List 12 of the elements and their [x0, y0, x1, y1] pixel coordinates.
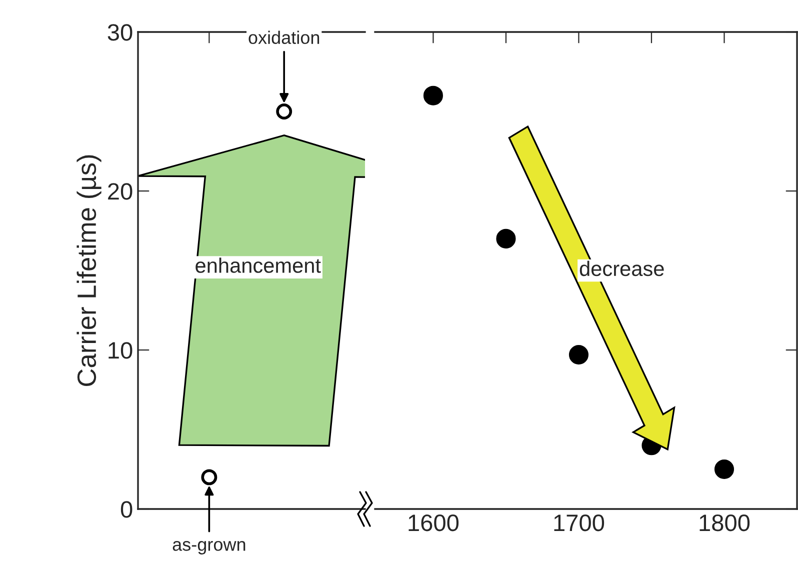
- y-tick-label: 30: [108, 24, 132, 41]
- x-tick-label: 1800: [700, 514, 750, 532]
- annotation: oxidation: [248, 30, 320, 44]
- x-tick-label: 1600: [408, 514, 459, 532]
- y-tick-label: 0: [120, 501, 132, 518]
- annotation: decrease: [580, 260, 664, 276]
- y-axis-title: Carrier Lifetime (µs): [76, 155, 102, 386]
- y-tick-label: 10: [108, 342, 132, 359]
- text: as-grown: [172, 540, 246, 554]
- y-tick-label: 20: [108, 183, 132, 200]
- x-tick-label: 1700: [554, 514, 604, 532]
- annotation: enhancement: [196, 258, 321, 273]
